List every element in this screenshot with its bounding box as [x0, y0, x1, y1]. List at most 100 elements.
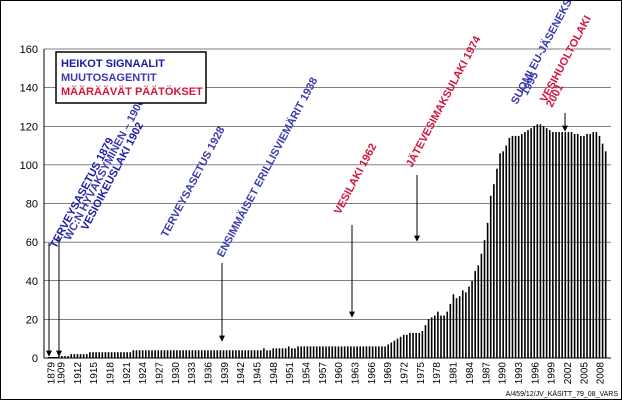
bar: [120, 352, 122, 358]
x-tick-label: 1999: [547, 362, 558, 385]
bar: [191, 350, 194, 358]
bar: [151, 350, 153, 358]
bar: [592, 132, 595, 358]
bar: [471, 280, 473, 358]
x-tick-label: 1951: [285, 362, 296, 385]
bar: [110, 352, 113, 358]
bar: [381, 346, 383, 358]
bar: [443, 315, 445, 358]
bar: [281, 348, 284, 358]
x-tick-label: 1915: [89, 362, 100, 385]
bar: [393, 340, 396, 358]
bar: [306, 346, 309, 358]
legend-box: [55, 51, 207, 104]
bar: [424, 325, 427, 358]
annotation-label: VESILAKI 1962: [332, 142, 379, 217]
bar: [406, 334, 408, 358]
bar: [61, 356, 63, 358]
bar: [520, 133, 523, 358]
x-tick-label: 1939: [220, 362, 231, 385]
bar: [458, 296, 461, 358]
bar: [539, 124, 542, 358]
bar: [176, 350, 178, 358]
y-tick-label: 160: [20, 44, 38, 56]
bar-series: [48, 124, 607, 358]
y-tick-label: 40: [26, 276, 38, 288]
bar: [567, 132, 570, 358]
bar: [126, 352, 128, 358]
bar: [396, 338, 399, 358]
bar: [312, 346, 315, 358]
bar: [399, 336, 402, 358]
bar: [343, 346, 346, 358]
bar: [117, 352, 119, 358]
x-tick-label: 1984: [465, 362, 476, 385]
bar: [527, 130, 529, 358]
x-tick-label: 1909: [57, 362, 68, 385]
bar: [89, 352, 91, 358]
bar: [95, 352, 97, 358]
x-tick-label: 1918: [106, 362, 117, 385]
bar: [337, 346, 340, 358]
x-tick-label: 1879: [47, 362, 58, 385]
bar: [303, 346, 306, 358]
bar: [259, 350, 262, 358]
bar: [256, 350, 259, 358]
bar: [216, 350, 219, 358]
bar: [322, 346, 324, 358]
x-tick-label: 1942: [236, 362, 247, 385]
annotation-arrows: [46, 113, 568, 357]
x-tick-label: 1963: [351, 362, 362, 385]
bar: [589, 133, 591, 358]
bar: [561, 132, 563, 358]
bar: [446, 311, 449, 358]
bar: [79, 354, 82, 358]
bar: [542, 126, 545, 358]
bar: [76, 354, 79, 358]
bar: [390, 342, 393, 358]
bar: [250, 350, 253, 358]
bar: [378, 346, 380, 358]
bar: [468, 286, 470, 358]
bar: [64, 356, 66, 358]
bar: [496, 168, 498, 358]
bar: [573, 133, 576, 358]
bar: [238, 350, 240, 358]
bar: [433, 315, 436, 358]
bar: [440, 315, 442, 358]
x-tick-label: 1936: [204, 362, 215, 385]
bar: [502, 151, 504, 358]
bar: [272, 348, 275, 358]
bar: [135, 350, 138, 358]
y-tick-label: 120: [20, 121, 38, 133]
bar: [533, 126, 536, 358]
bar: [123, 352, 125, 358]
bar: [325, 346, 327, 358]
bar: [92, 352, 94, 358]
bar: [493, 184, 495, 358]
bar: [172, 350, 175, 358]
bar: [275, 348, 278, 358]
bar: [197, 350, 200, 358]
bar: [160, 350, 163, 358]
bar: [477, 265, 480, 358]
bar: [595, 132, 598, 358]
x-tick-label: 1924: [138, 362, 149, 385]
bar: [356, 346, 358, 358]
bar: [300, 346, 302, 358]
bar: [98, 352, 100, 358]
bar: [601, 143, 604, 358]
x-tick-label: 1960: [334, 362, 345, 385]
bar: [291, 348, 293, 358]
x-tick-label: 1945: [253, 362, 264, 385]
y-tick-label: 60: [26, 237, 38, 249]
x-tick-label: 1981: [449, 362, 460, 385]
y-tick-labels: 0 20 40 60 80 100 120 140 160: [20, 44, 38, 365]
bar: [474, 271, 476, 358]
bar: [570, 132, 573, 358]
annotation-label: JÄTEVESIMAKSULAKI 1974: [403, 33, 484, 169]
bar: [362, 346, 365, 358]
bar: [315, 346, 318, 358]
bar: [222, 350, 225, 358]
